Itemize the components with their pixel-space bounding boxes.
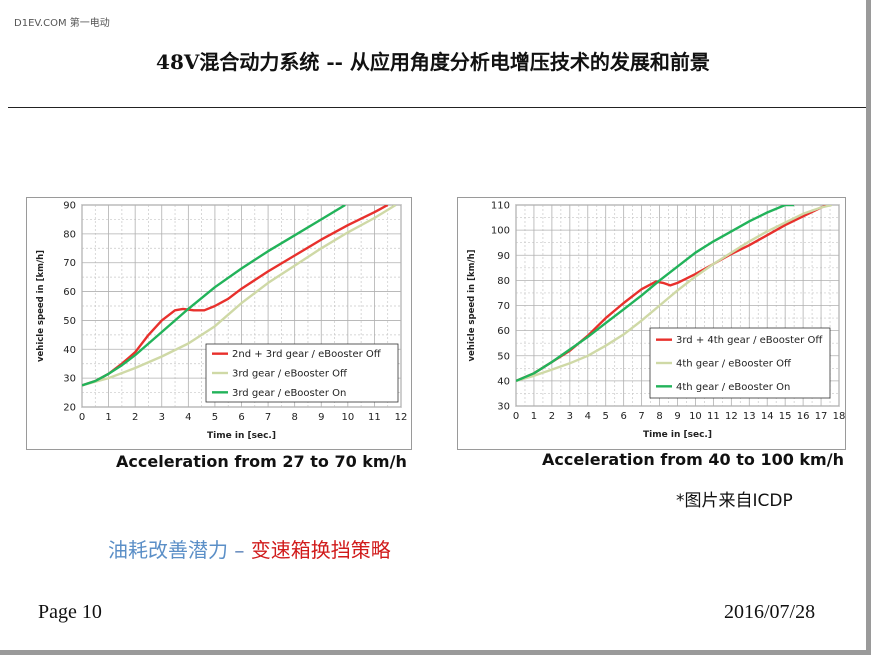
chart0-series-line-2 <box>82 205 397 387</box>
chart0-legend-label-2: 3rd gear / eBooster Off <box>232 369 348 380</box>
chart-27-to-70-caption: Acceleration from 27 to 70 km/h <box>116 452 407 471</box>
title-divider <box>8 107 866 108</box>
chart-40-to-100: 0 1 2 3 4 5 6 7 8 9 10 11 12 13 14 15 16 17 18 30 40 50 60 70 80… <box>457 197 846 450</box>
chart-40-to-100-caption: Acceleration from 40 to 100 km/h <box>542 450 844 469</box>
chart1-x-tick-label: 14 <box>761 411 774 422</box>
slide-title: 48V混合动力系统 -- 从应用角度分析电增压技术的发展和前景 <box>156 50 710 74</box>
page-number: Page 10 <box>38 601 102 623</box>
chart0-legend <box>205 343 399 403</box>
chart1-legend <box>649 327 831 399</box>
chart0-y-tick-label: 50 <box>63 316 76 327</box>
chart0-y-axis-label: vehicle speed in [km/h] <box>36 250 46 362</box>
chart0-x-tick-label: 7 <box>265 412 271 423</box>
chart0-x-tick-label: 11 <box>368 412 381 423</box>
subtitle: 油耗改善潜力 – 变速箱换挡策略 <box>108 534 391 563</box>
chart1-x-tick-label: 1 <box>531 411 537 422</box>
chart1-y-tick-label: 100 <box>491 226 510 237</box>
chart1-x-tick-label: 17 <box>815 411 828 422</box>
chart1-x-tick-label: 5 <box>603 411 609 422</box>
chart0-y-tick-label: 40 <box>63 345 76 356</box>
chart1-x-tick-label: 15 <box>779 411 792 422</box>
chart0-x-tick-label: 9 <box>318 412 324 423</box>
chart0-y-tick-label: 30 <box>63 374 76 385</box>
chart1-x-tick-label: 18 <box>833 411 846 422</box>
chart1-legend-label-3: 4th gear / eBooster On <box>676 382 790 393</box>
chart1-x-tick-label: 2 <box>549 411 555 422</box>
chart1-series-line-2 <box>516 205 833 383</box>
chart1-x-tick-label: 8 <box>656 411 662 422</box>
chart-27-to-70: 0 1 2 3 4 5 6 7 8 9 10 11 12 20 30 40 50 60 70 80 90 Time in … <box>26 197 412 450</box>
chart1-x-axis-label: Time in [sec.] <box>643 430 712 440</box>
chart0-y-tick-label: 70 <box>63 258 76 269</box>
chart0-legend-label-3: 3rd gear / eBooster On <box>232 388 346 399</box>
chart0-x-tick-label: 6 <box>238 412 244 423</box>
chart1-x-tick-label: 9 <box>674 411 680 422</box>
chart0-x-tick-label: 3 <box>159 412 165 423</box>
source-note: *图片来自ICDP <box>676 491 793 511</box>
chart1-x-tick-label: 4 <box>585 411 591 422</box>
chart1-y-tick-label: 70 <box>497 301 510 312</box>
subtitle-separator: – <box>228 538 251 562</box>
chart1-x-tick-label: 6 <box>620 411 626 422</box>
chart0-legend-label-1: 2nd + 3rd gear / eBooster Off <box>232 349 382 360</box>
chart0-x-axis-label: Time in [sec.] <box>207 431 276 441</box>
chart0-x-tick-label: 8 <box>291 412 297 423</box>
chart1-series-line-3 <box>516 205 795 383</box>
chart1-y-tick-label: 50 <box>497 351 510 362</box>
chart0-x-tick-label: 10 <box>341 412 354 423</box>
chart0-y-tick-label: 20 <box>63 403 76 414</box>
chart0-x-tick-label: 5 <box>212 412 218 423</box>
chart0-series-line-1 <box>82 205 389 387</box>
chart0-x-tick-label: 0 <box>79 412 85 423</box>
chart0-x-tick-label: 4 <box>185 412 191 423</box>
chart1-x-tick-label: 11 <box>707 411 720 422</box>
chart0-x-tick-label: 2 <box>132 412 138 423</box>
chart0-x-tick-label: 12 <box>395 412 408 423</box>
chart0-x-tick-label: 1 <box>105 412 111 423</box>
chart1-y-tick-label: 30 <box>497 402 510 413</box>
slide-date: 2016/07/28 <box>724 601 816 623</box>
chart0-y-tick-label: 60 <box>63 287 76 298</box>
chart1-y-tick-label: 80 <box>497 276 510 287</box>
chart1-legend-label-1: 3rd + 4th gear / eBooster Off <box>676 335 823 346</box>
subtitle-part2: 变速箱换挡策略 <box>250 538 391 562</box>
chart1-x-tick-label: 0 <box>513 411 519 422</box>
chart1-y-tick-label: 110 <box>491 201 510 212</box>
chart1-y-tick-label: 40 <box>497 376 510 387</box>
chart1-y-tick-label: 60 <box>497 326 510 337</box>
chart1-x-tick-label: 7 <box>638 411 644 422</box>
subtitle-part1: 油耗改善潜力 <box>108 538 228 562</box>
chart1-x-tick-label: 3 <box>567 411 573 422</box>
chart0-series-line-3 <box>82 205 346 387</box>
chart1-y-axis-label: vehicle speed in [km/h] <box>467 249 477 361</box>
chart1-x-tick-label: 12 <box>725 411 738 422</box>
chart1-y-tick-label: 90 <box>497 251 510 262</box>
chart0-y-tick-label: 80 <box>63 229 76 240</box>
chart1-x-tick-label: 16 <box>797 411 810 422</box>
chart1-legend-label-2: 4th gear / eBooster Off <box>676 359 792 370</box>
chart0-y-tick-label: 90 <box>63 201 76 212</box>
chart1-x-tick-label: 13 <box>743 411 756 422</box>
chart1-x-tick-label: 10 <box>689 411 702 422</box>
watermark: D1EV.COM 第一电动 <box>14 18 110 29</box>
chart-40-to-100-svg: 0 1 2 3 4 5 6 7 8 9 10 11 12 13 14 15 16 17 18304050607080… <box>457 197 846 450</box>
